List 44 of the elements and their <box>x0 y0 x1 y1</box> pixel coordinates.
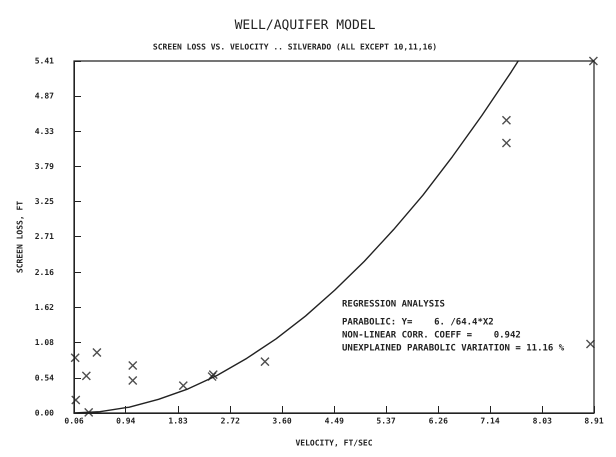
annotation: REGRESSION ANALYSIS <box>342 300 445 310</box>
y-tick-label: 3.25 <box>34 197 54 206</box>
y-tick-label: 1.08 <box>34 338 54 348</box>
annotation: NON-LINEAR CORR. COEFF = 0.942 <box>342 330 521 340</box>
point <box>128 376 138 386</box>
y-tick-label: 1.62 <box>34 303 54 312</box>
y-axis-title: SCREEN LOSS, FT <box>15 200 24 274</box>
x-tick-label: 0.94 <box>116 416 136 426</box>
annotation: UNEXPLAINED PARABOLIC VARIATION = 11.16 % <box>342 344 565 354</box>
x-tick-label: 2.72 <box>220 416 240 426</box>
x-tick-label: 6.26 <box>428 416 448 426</box>
point <box>260 356 270 366</box>
point <box>128 360 138 370</box>
point <box>84 408 94 418</box>
point <box>71 395 80 405</box>
chart-title: WELL/AQUIFER MODEL <box>234 18 376 33</box>
point <box>207 372 217 382</box>
point <box>70 352 80 362</box>
y-tick-label: 0.54 <box>34 373 54 382</box>
point <box>92 348 102 358</box>
x-tick-label: 3.60 <box>272 416 292 426</box>
y-tick-label: 4.87 <box>34 92 54 101</box>
x-tick-label: 8.91 <box>584 416 604 426</box>
y-tick-label: 2.71 <box>34 232 54 242</box>
annotation: PARABOLIC: Y= 6. /64.4*X2 <box>342 318 494 328</box>
x-tick-label: 0.06 <box>64 416 84 426</box>
x-tick-label: 5.37 <box>376 416 396 426</box>
point <box>502 138 512 148</box>
y-tick-label: 5.41 <box>34 56 54 66</box>
chart-subtitle: SCREEN LOSS VS. VELOCITY .. SILVERADO (ALL EXCEPT 10,11,16) <box>152 42 438 52</box>
x-tick-label: 7.14 <box>480 416 500 426</box>
y-tick-label: 0.00 <box>34 408 54 418</box>
x-tick-label: 8.03 <box>532 416 552 426</box>
x-tick-label: 4.49 <box>324 416 344 426</box>
x-axis-title: VELOCITY, FT/SEC <box>295 438 373 448</box>
point <box>588 56 598 66</box>
x-tick-label: 1.83 <box>168 416 188 426</box>
y-tick-label: 2.16 <box>34 268 54 277</box>
point <box>502 116 512 125</box>
point <box>208 370 218 380</box>
y-tick-label: 4.33 <box>34 126 54 136</box>
point <box>178 380 188 390</box>
y-tick-label: 3.79 <box>34 162 54 171</box>
point <box>586 339 596 349</box>
